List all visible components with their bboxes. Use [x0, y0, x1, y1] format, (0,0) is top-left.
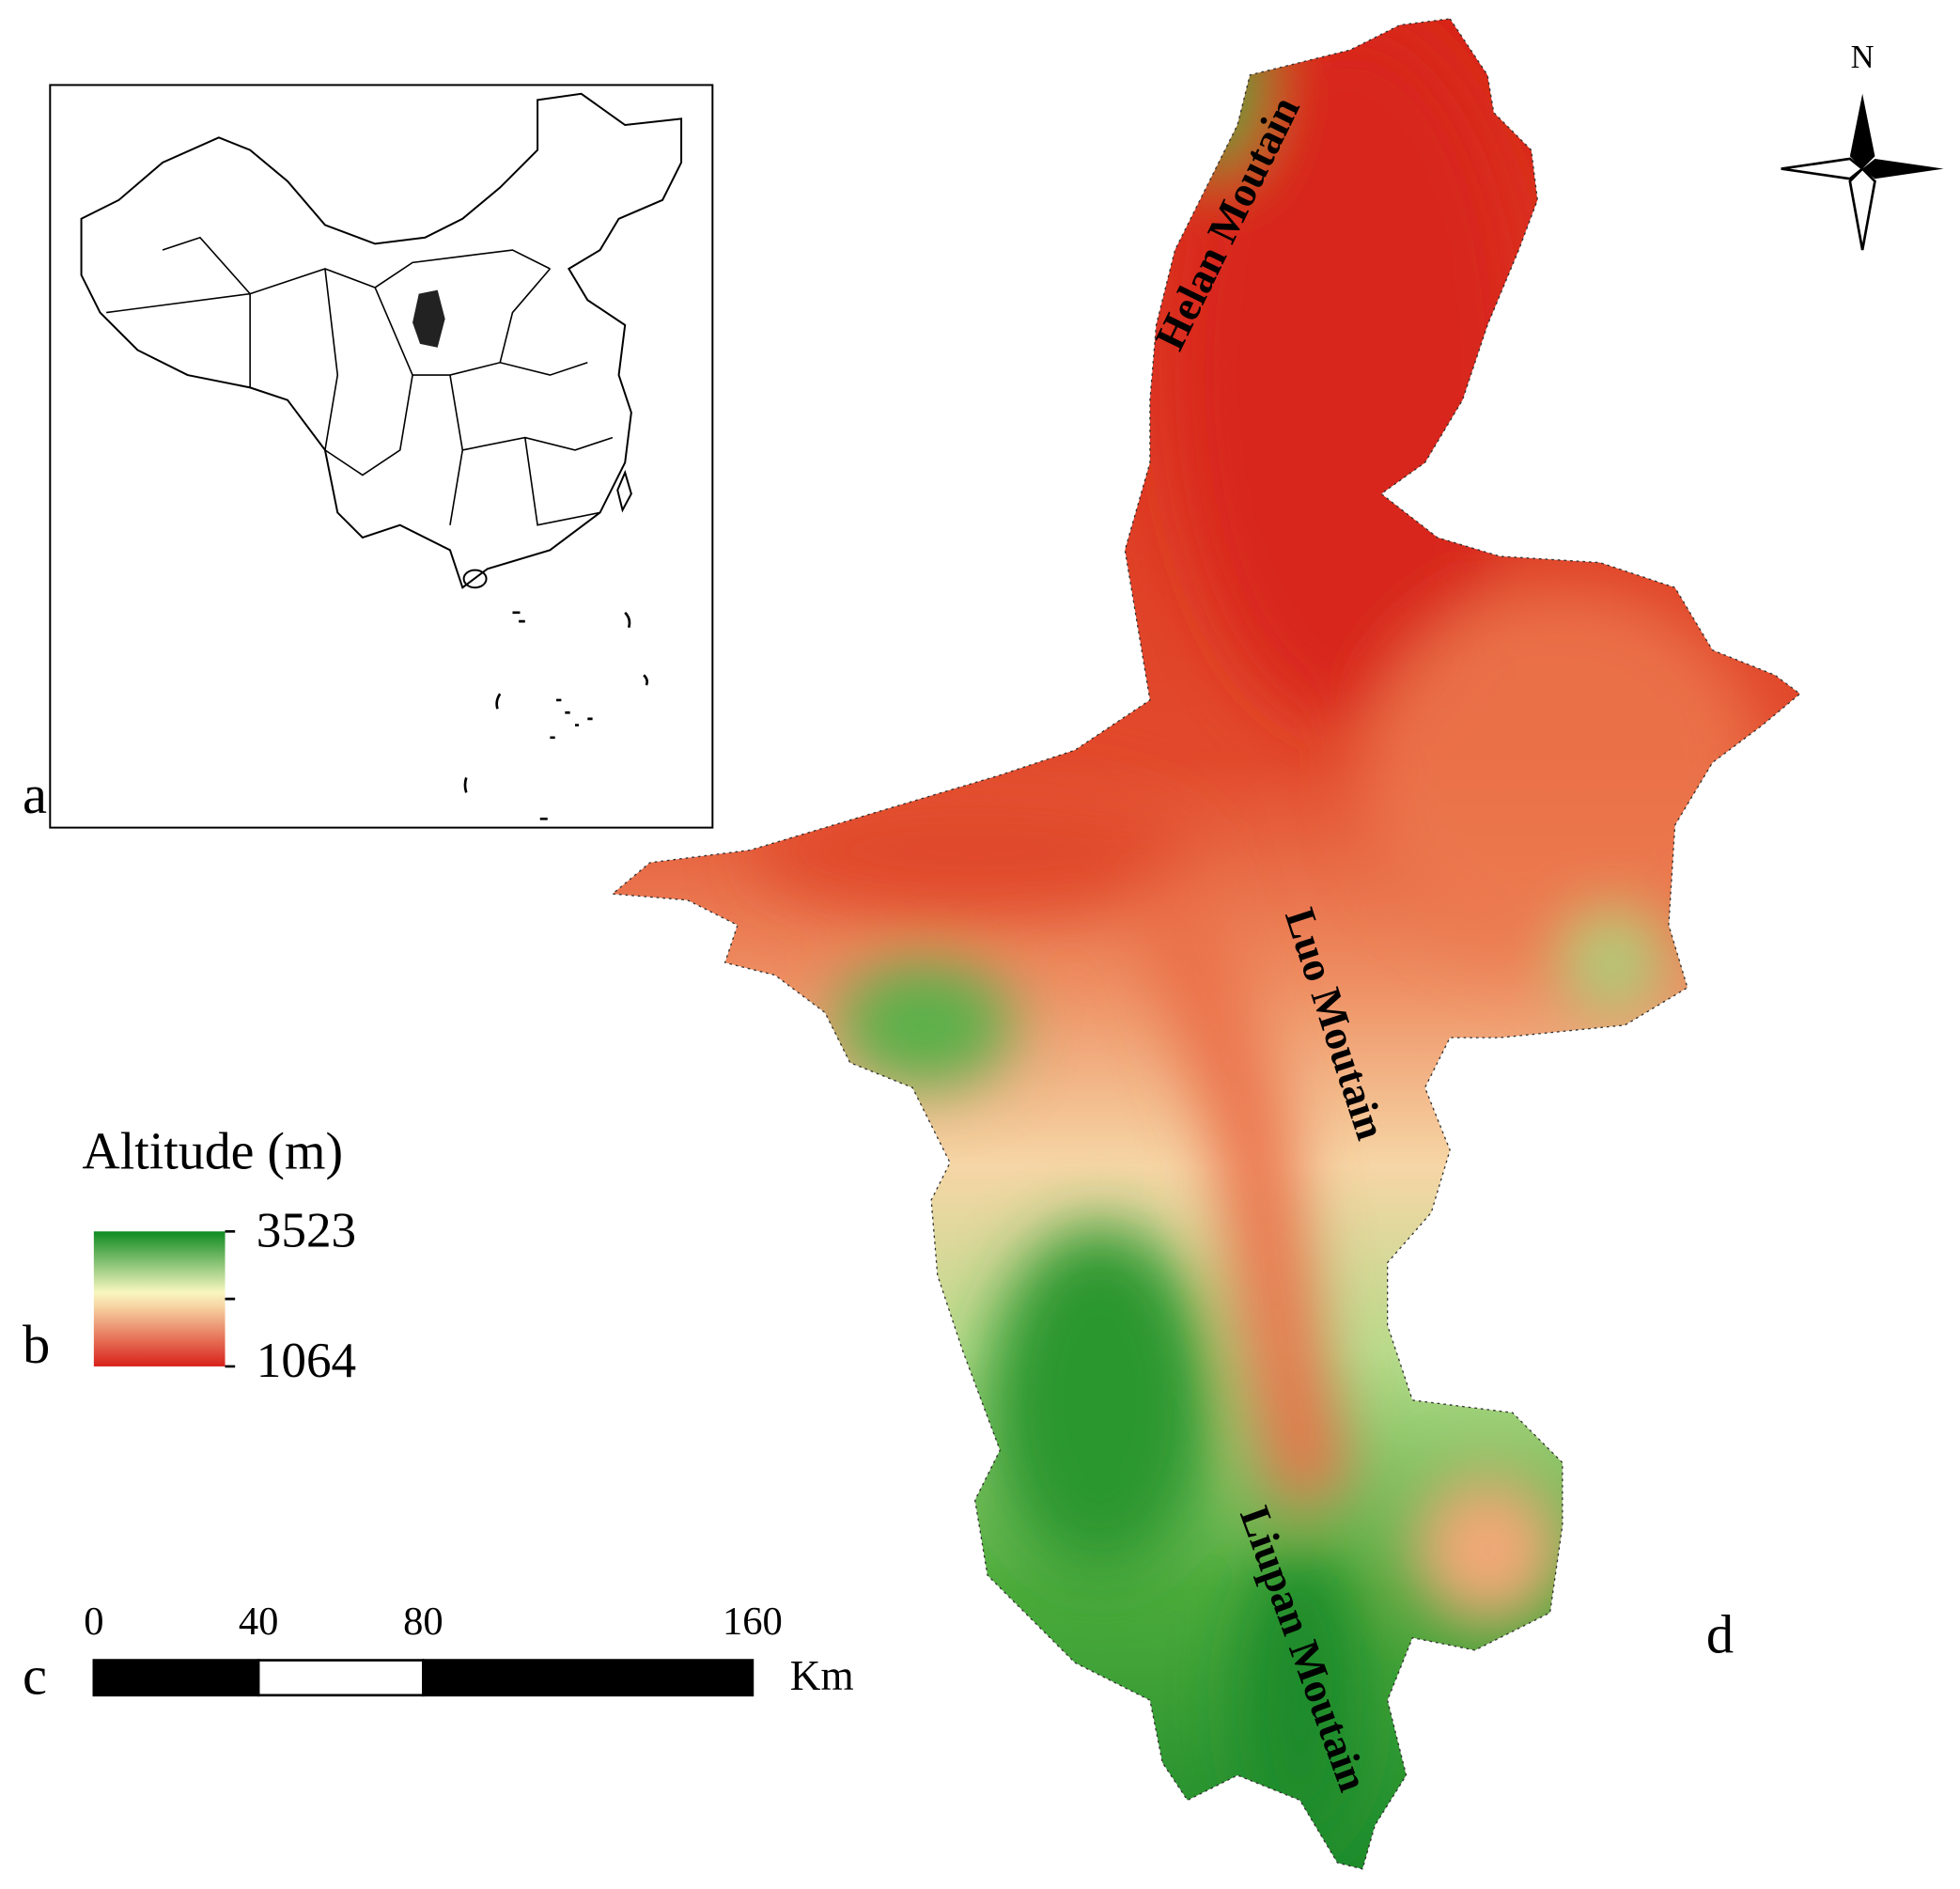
scale-segment — [257, 1659, 425, 1697]
scale-tick-label: 0 — [84, 1600, 103, 1644]
panel-label: d — [1706, 1604, 1734, 1665]
legend-title: Altitude (m) — [82, 1122, 343, 1180]
scale-tick-label: 80 — [403, 1600, 443, 1644]
scale-tick-label: 40 — [239, 1600, 279, 1644]
north-arrow: N — [1781, 39, 1944, 251]
panel-label: c — [23, 1646, 47, 1707]
scale-segment — [422, 1659, 754, 1697]
legend-min: 1064 — [257, 1333, 356, 1388]
panel-label: b — [23, 1314, 50, 1375]
color-ramp — [93, 1231, 226, 1366]
scale-tick-label: 160 — [723, 1600, 783, 1644]
legend-max: 3523 — [257, 1202, 356, 1257]
legend: Altitude (m) 3523 1064 — [82, 1122, 356, 1388]
scale-unit: Km — [790, 1652, 854, 1699]
panel-label: a — [23, 764, 47, 825]
inset-map — [49, 84, 714, 829]
north-label: N — [1851, 39, 1874, 75]
scale-bar: Km 0 40 80 160 — [84, 1600, 853, 1699]
scale-segment — [92, 1659, 260, 1697]
